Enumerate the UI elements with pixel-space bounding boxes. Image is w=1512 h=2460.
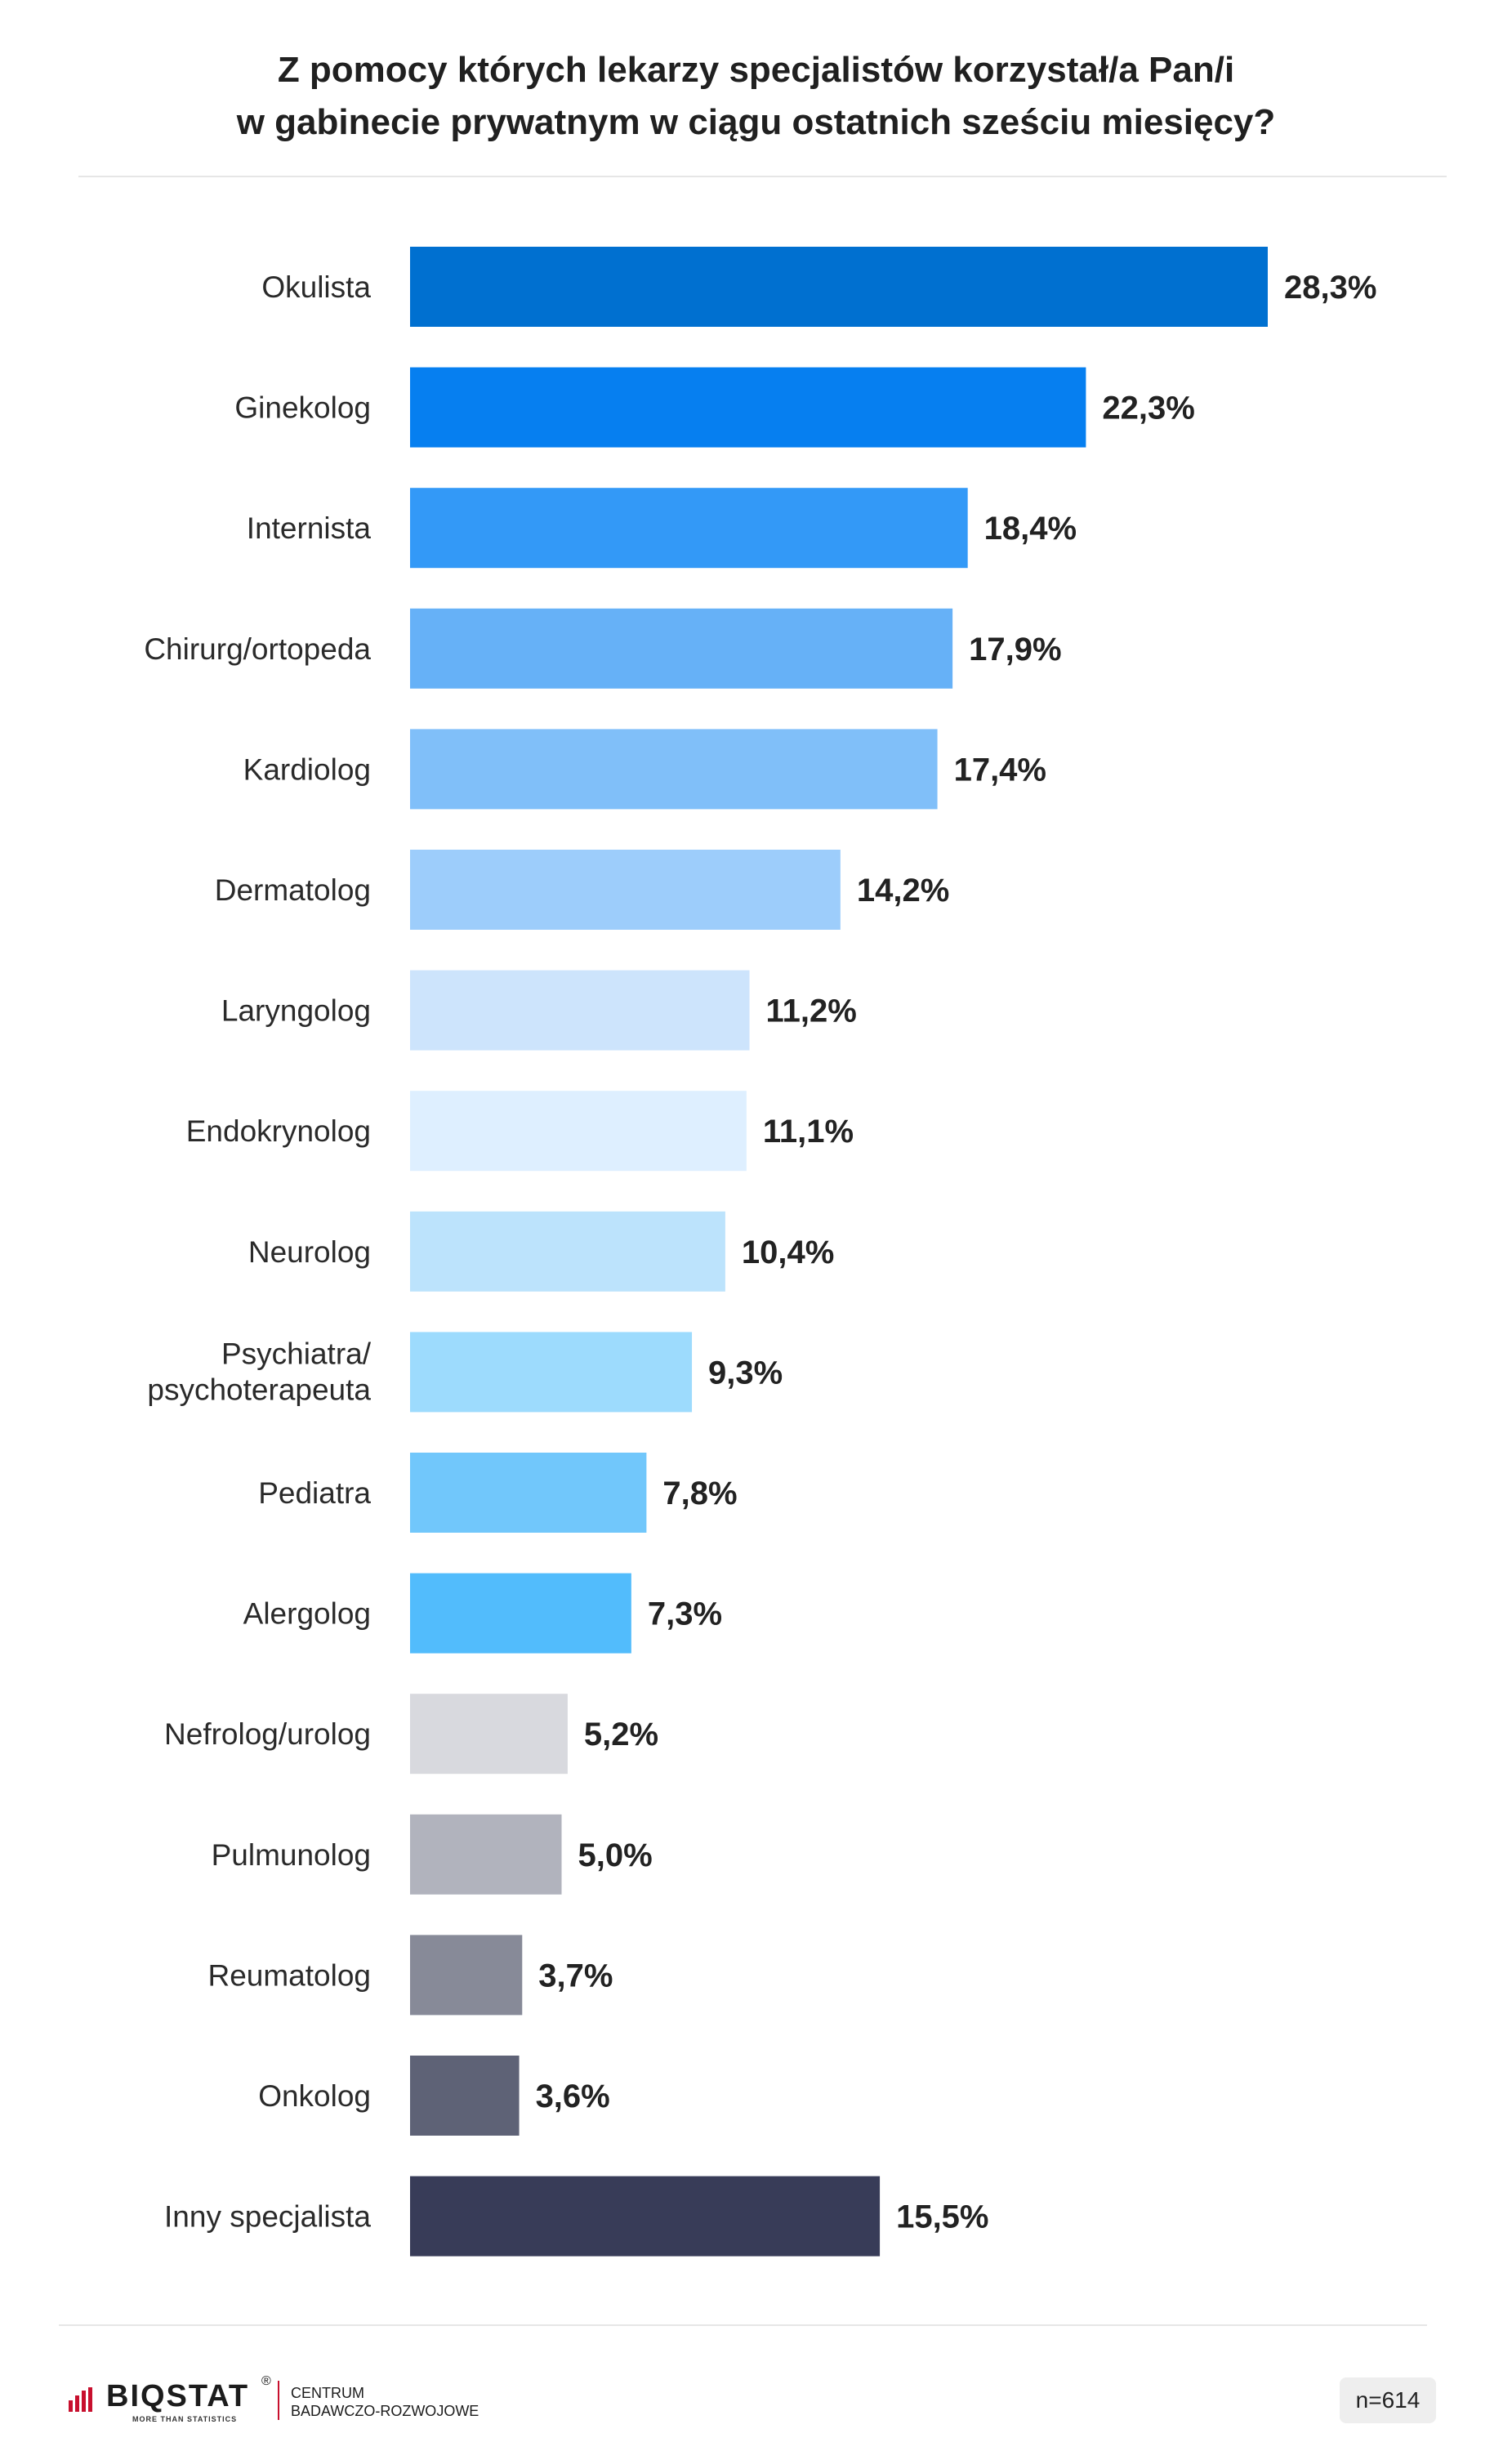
category-label: Neurolog bbox=[248, 1235, 371, 1269]
value-label: 11,2% bbox=[766, 993, 857, 1029]
value-label: 9,3% bbox=[708, 1355, 783, 1391]
logo-bars-icon bbox=[69, 2387, 92, 2412]
bar bbox=[410, 1211, 725, 1292]
bar bbox=[410, 1814, 562, 1895]
bar bbox=[410, 729, 938, 810]
bar bbox=[410, 488, 968, 569]
value-label: 7,8% bbox=[662, 1476, 737, 1511]
bar bbox=[410, 367, 1086, 448]
category-label: Psychiatra/psychoterapeuta bbox=[147, 1337, 371, 1406]
bottom-divider bbox=[59, 2324, 1427, 2326]
category-label: Nefrolog/urolog bbox=[164, 1717, 371, 1751]
top-divider bbox=[78, 176, 1447, 177]
logo-bar bbox=[88, 2387, 92, 2412]
bar bbox=[410, 608, 953, 689]
category-label: Pulmunolog bbox=[212, 1838, 371, 1872]
category-label: Pediatra bbox=[258, 1476, 371, 1510]
category-label: Kardiolog bbox=[243, 752, 371, 786]
category-label: Alergolog bbox=[243, 1597, 371, 1631]
value-label: 3,7% bbox=[538, 1958, 613, 1993]
bar bbox=[410, 247, 1268, 327]
bar bbox=[410, 1694, 568, 1775]
logo-tagline: MORE THAN STATISTICS bbox=[132, 2415, 238, 2423]
value-label: 7,3% bbox=[648, 1596, 722, 1632]
value-label: 17,4% bbox=[954, 752, 1046, 788]
value-label: 22,3% bbox=[1102, 391, 1194, 426]
value-label: 11,1% bbox=[763, 1114, 854, 1150]
logo-divider bbox=[278, 2381, 279, 2420]
value-label: 17,9% bbox=[969, 632, 1061, 667]
category-label: Inny specjalista bbox=[164, 2200, 371, 2234]
value-label: 18,4% bbox=[984, 511, 1077, 547]
value-label: 15,5% bbox=[896, 2199, 988, 2235]
chart-title-line-1: Z pomocy których lekarzy specjalistów ko… bbox=[277, 50, 1235, 90]
logo-bar bbox=[82, 2391, 86, 2412]
logo-centre-name: CENTRUM BADAWCZO-ROZWOJOWE bbox=[291, 2384, 479, 2420]
sample-size-badge: n=614 bbox=[1340, 2377, 1436, 2423]
bar bbox=[410, 850, 841, 930]
chart-title-line-2: w gabinecie prywatnym w ciągu ostatnich … bbox=[236, 102, 1276, 142]
bar bbox=[410, 2056, 520, 2136]
logo-bar bbox=[75, 2395, 79, 2412]
bar bbox=[410, 1935, 523, 2016]
bar bbox=[410, 1573, 631, 1654]
logo-centre-line-1: CENTRUM bbox=[291, 2385, 364, 2401]
category-label: Ginekolog bbox=[234, 391, 371, 425]
logo-centre-line-2: BADAWCZO-ROZWOJOWE bbox=[291, 2403, 479, 2419]
value-label: 28,3% bbox=[1284, 270, 1376, 306]
value-label: 5,0% bbox=[578, 1837, 653, 1873]
category-label: Onkolog bbox=[258, 2079, 371, 2113]
category-label: Reumatolog bbox=[207, 1958, 371, 1992]
bar bbox=[410, 1453, 647, 1533]
category-label: Chirurg/ortopeda bbox=[144, 632, 371, 666]
logo-registered-mark: ® bbox=[261, 2374, 271, 2388]
value-label: 3,6% bbox=[536, 2078, 610, 2114]
category-label: Endokrynolog bbox=[186, 1114, 371, 1148]
bar bbox=[410, 970, 750, 1051]
bar bbox=[410, 1332, 693, 1413]
value-label: 10,4% bbox=[742, 1234, 834, 1270]
category-label: Internista bbox=[247, 511, 372, 545]
bar bbox=[410, 1091, 747, 1172]
value-label: 14,2% bbox=[857, 873, 949, 909]
logo-bar bbox=[69, 2400, 73, 2412]
category-label: Okulista bbox=[261, 270, 371, 304]
bar bbox=[410, 2176, 881, 2257]
category-label: Laryngolog bbox=[221, 994, 371, 1028]
value-label: 5,2% bbox=[584, 1717, 658, 1752]
chart-title: Z pomocy których lekarzy specjalistów ko… bbox=[0, 44, 1512, 149]
logo-wordmark: BIQSTAT bbox=[106, 2379, 250, 2413]
category-label: Dermatolog bbox=[215, 873, 371, 907]
